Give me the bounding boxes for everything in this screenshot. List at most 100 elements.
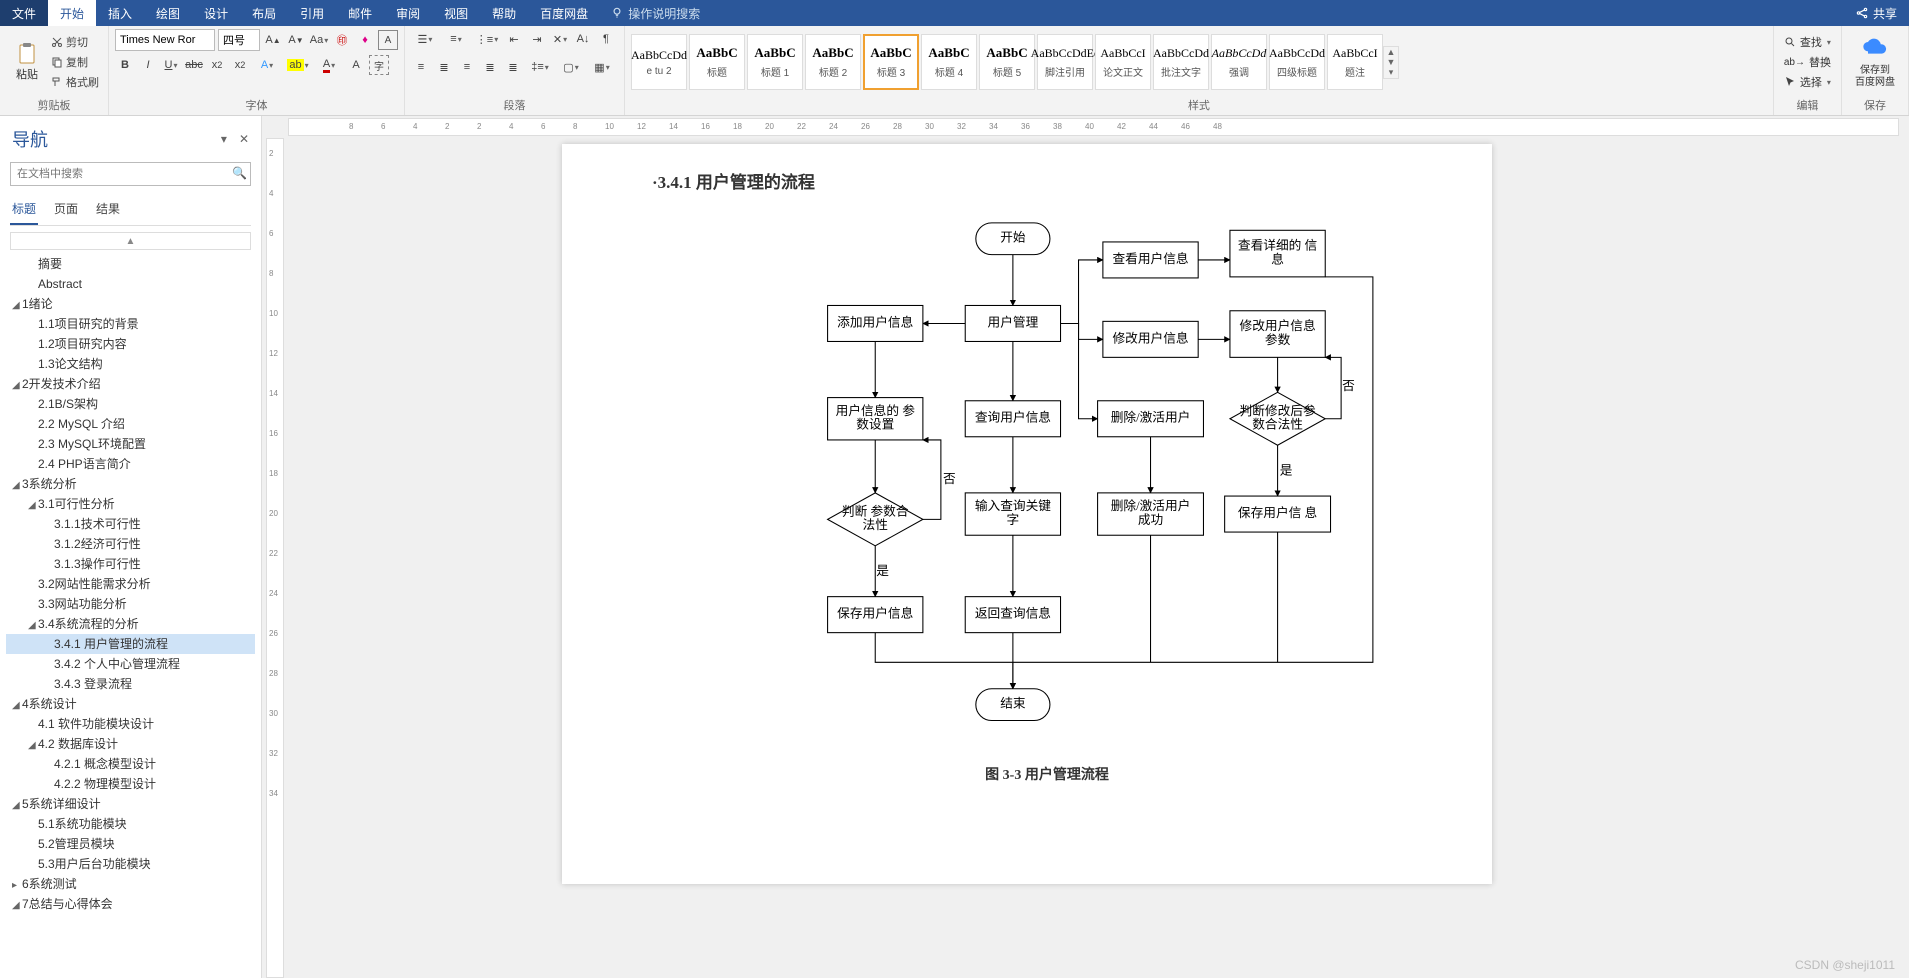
format-painter-button[interactable]: 格式刷 xyxy=(48,73,102,91)
font-family-select[interactable] xyxy=(115,29,215,51)
nav-node[interactable]: 1.2项目研究内容 xyxy=(6,334,255,354)
styles-scroll-up[interactable]: ▲ xyxy=(1384,47,1398,57)
style-标题 3[interactable]: AaBbC标题 3 xyxy=(863,34,919,90)
style-脚注引用[interactable]: AaBbCcDdEe脚注引用 xyxy=(1037,34,1093,90)
replace-button[interactable]: ab→替换 xyxy=(1780,53,1835,71)
tab-帮助[interactable]: 帮助 xyxy=(480,0,528,26)
char-shading-button[interactable]: A xyxy=(346,55,366,75)
nav-node[interactable]: 3.1.1技术可行性 xyxy=(6,514,255,534)
numbering-button[interactable]: ≡▾ xyxy=(442,29,470,49)
nav-node[interactable]: ◢4系统设计 xyxy=(6,694,255,714)
style-强调[interactable]: AaBbCcDd强调 xyxy=(1211,34,1267,90)
nav-node[interactable]: ◢5系统详细设计 xyxy=(6,794,255,814)
tab-file[interactable]: 文件 xyxy=(0,0,48,26)
nav-node[interactable]: 3.3网站功能分析 xyxy=(6,594,255,614)
borders-button[interactable]: ▦▾ xyxy=(588,57,616,77)
line-spacing-button[interactable]: ‡≡▾ xyxy=(526,57,554,77)
nav-node[interactable]: 3.4.3 登录流程 xyxy=(6,674,255,694)
nav-node[interactable]: 1.1项目研究的背景 xyxy=(6,314,255,334)
nav-node[interactable]: 4.1 软件功能模块设计 xyxy=(6,714,255,734)
nav-tab-页面[interactable]: 页面 xyxy=(52,196,80,225)
indent-inc-button[interactable]: ⇥ xyxy=(527,29,547,49)
superscript-button[interactable]: x2 xyxy=(230,55,250,75)
nav-node[interactable]: 2.4 PHP语言简介 xyxy=(6,454,255,474)
grow-font-button[interactable]: A▲ xyxy=(263,30,283,50)
highlight-button[interactable]: ab▾ xyxy=(284,55,312,75)
align-center-button[interactable]: ≣ xyxy=(434,57,454,77)
nav-node[interactable]: ◢7总结与心得体会 xyxy=(6,894,255,914)
styles-gallery[interactable]: AaBbCcDde tu 2AaBbC标题AaBbC标题 1AaBbC标题 2A… xyxy=(631,34,1383,90)
nav-node[interactable]: ▸6系统测试 xyxy=(6,874,255,894)
style-题注[interactable]: AaBbCcI题注 xyxy=(1327,34,1383,90)
tab-设计[interactable]: 设计 xyxy=(192,0,240,26)
show-marks-button[interactable]: ¶ xyxy=(596,29,616,49)
tab-插入[interactable]: 插入 xyxy=(96,0,144,26)
tab-开始[interactable]: 开始 xyxy=(48,0,96,26)
nav-node[interactable]: 1.3论文结构 xyxy=(6,354,255,374)
styles-scroll-down[interactable]: ▼ xyxy=(1384,57,1398,67)
styles-scroll[interactable]: ▲ ▼ ▾ xyxy=(1383,46,1399,79)
nav-tab-结果[interactable]: 结果 xyxy=(94,196,122,225)
tab-审阅[interactable]: 审阅 xyxy=(384,0,432,26)
style-标题 1[interactable]: AaBbC标题 1 xyxy=(747,34,803,90)
nav-node[interactable]: 3.1.2经济可行性 xyxy=(6,534,255,554)
nav-node[interactable]: 2.2 MySQL 介绍 xyxy=(6,414,255,434)
italic-button[interactable]: I xyxy=(138,55,158,75)
tab-视图[interactable]: 视图 xyxy=(432,0,480,26)
nav-node[interactable]: 5.3用户后台功能模块 xyxy=(6,854,255,874)
style-标题 2[interactable]: AaBbC标题 2 xyxy=(805,34,861,90)
bullets-button[interactable]: ☰▾ xyxy=(411,29,439,49)
tab-百度网盘[interactable]: 百度网盘 xyxy=(528,0,600,26)
share-button[interactable]: 共享 xyxy=(1843,0,1909,26)
copy-button[interactable]: 复制 xyxy=(48,53,102,71)
nav-node[interactable]: 5.1系统功能模块 xyxy=(6,814,255,834)
nav-node[interactable]: ◢2开发技术介绍 xyxy=(6,374,255,394)
tab-引用[interactable]: 引用 xyxy=(288,0,336,26)
bold-button[interactable]: B xyxy=(115,55,135,75)
nav-node[interactable]: 4.2.1 概念模型设计 xyxy=(6,754,255,774)
styles-expand[interactable]: ▾ xyxy=(1384,67,1398,78)
change-case-button[interactable]: Aa▾ xyxy=(309,30,329,50)
nav-node[interactable]: 3.4.1 用户管理的流程 xyxy=(6,634,255,654)
cut-button[interactable]: 剪切 xyxy=(48,33,102,51)
style-标题[interactable]: AaBbC标题 xyxy=(689,34,745,90)
style-e tu 2[interactable]: AaBbCcDde tu 2 xyxy=(631,34,687,90)
save-baidu-button[interactable]: 保存到 百度网盘 xyxy=(1848,35,1902,89)
indent-dec-button[interactable]: ⇤ xyxy=(504,29,524,49)
tab-绘图[interactable]: 绘图 xyxy=(144,0,192,26)
font-color-button[interactable]: A▾ xyxy=(315,55,343,75)
sort-button[interactable]: A↓ xyxy=(573,29,593,49)
nav-node[interactable]: 3.1.3操作可行性 xyxy=(6,554,255,574)
strike-button[interactable]: abc xyxy=(184,55,204,75)
clear-format-button[interactable]: ♦ xyxy=(355,30,375,50)
justify-button[interactable]: ≣ xyxy=(480,57,500,77)
nav-node[interactable]: 2.3 MySQL环境配置 xyxy=(6,434,255,454)
align-right-button[interactable]: ≡ xyxy=(457,57,477,77)
style-标题 4[interactable]: AaBbC标题 4 xyxy=(921,34,977,90)
nav-jump-top[interactable]: ▲ xyxy=(10,232,251,250)
style-论文正文[interactable]: AaBbCcI论文正文 xyxy=(1095,34,1151,90)
nav-search-input[interactable] xyxy=(10,162,251,186)
select-button[interactable]: 选择▾ xyxy=(1780,73,1835,91)
style-标题 5[interactable]: AaBbC标题 5 xyxy=(979,34,1035,90)
nav-node[interactable]: ◢3系统分析 xyxy=(6,474,255,494)
nav-node[interactable]: 2.1B/S架构 xyxy=(6,394,255,414)
shrink-font-button[interactable]: A▼ xyxy=(286,30,306,50)
style-四级标题[interactable]: AaBbCcDd四级标题 xyxy=(1269,34,1325,90)
tab-布局[interactable]: 布局 xyxy=(240,0,288,26)
nav-tab-标题[interactable]: 标题 xyxy=(10,196,38,225)
asian-layout-button[interactable]: ✕▾ xyxy=(550,29,570,49)
nav-close[interactable]: ✕ xyxy=(239,132,249,146)
style-批注文字[interactable]: AaBbCcDd批注文字 xyxy=(1153,34,1209,90)
text-effects-button[interactable]: A▾ xyxy=(253,55,281,75)
document-area[interactable]: 246810121416182022242628303234 864224681… xyxy=(262,116,1909,978)
multilevel-button[interactable]: ⋮≡▾ xyxy=(473,29,501,49)
nav-node[interactable]: 5.2管理员模块 xyxy=(6,834,255,854)
nav-node[interactable]: 摘要 xyxy=(6,254,255,274)
phonetic-guide-button[interactable]: ㊞ xyxy=(332,30,352,50)
nav-node[interactable]: ◢4.2 数据库设计 xyxy=(6,734,255,754)
nav-node[interactable]: ◢3.1可行性分析 xyxy=(6,494,255,514)
nav-node[interactable]: ◢1绪论 xyxy=(6,294,255,314)
nav-node[interactable]: ◢3.4系统流程的分析 xyxy=(6,614,255,634)
char-border-button[interactable]: 字 xyxy=(369,55,389,75)
